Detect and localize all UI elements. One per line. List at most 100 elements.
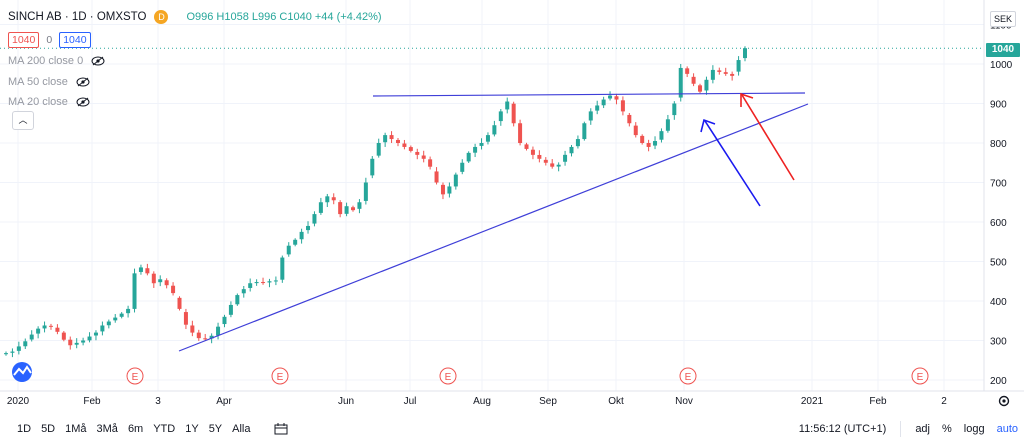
candle-body (209, 335, 214, 339)
last-price-label: 1040 (986, 43, 1020, 57)
range-1y[interactable]: 1Y (185, 422, 199, 435)
red-arrow (741, 94, 795, 181)
price-tick-label: 200 (990, 376, 1007, 387)
indicator-label: MA 20 close (8, 96, 68, 108)
indicator-label: MA 50 close (8, 76, 68, 88)
time-axis-labels: 2020 Feb 3 Apr Jun Jul Aug Sep Okt Nov 2021 Feb 2 (7, 396, 947, 407)
candle-body (569, 146, 574, 154)
symbol-title[interactable]: SINCH AB · 1D · OMXSTO (8, 11, 147, 23)
candle-body (87, 336, 92, 341)
candle-body (132, 273, 137, 309)
candle-body (93, 332, 98, 336)
candle-body (415, 151, 420, 155)
candle-body (383, 135, 388, 143)
candle-body (460, 162, 465, 172)
candle-body (228, 304, 233, 315)
candle-body (286, 245, 291, 255)
candle-body (370, 158, 375, 176)
log-toggle[interactable]: logg (963, 422, 985, 435)
candle-body (23, 341, 28, 347)
earnings-marker-label: E (277, 372, 284, 383)
ask-box[interactable]: 1040 (59, 32, 91, 48)
candle-body (222, 316, 227, 325)
candle-body (646, 143, 651, 147)
settings-gear-icon[interactable] (998, 395, 1010, 407)
candle-body (306, 225, 311, 231)
indicator-label: MA 200 close 0 (8, 55, 84, 67)
indicator-ma50[interactable]: MA 50 close (8, 76, 90, 88)
candle-body (730, 73, 735, 76)
candle-body (524, 144, 529, 149)
candle-series (4, 46, 747, 358)
candle-body (466, 152, 471, 162)
bid-box[interactable]: 1040 (8, 32, 40, 48)
candle-body (81, 340, 86, 343)
support-trendline (178, 103, 809, 352)
earnings-marker (439, 367, 457, 385)
indicator-ma20[interactable]: MA 20 close (8, 96, 90, 108)
candle-body (704, 79, 709, 91)
candle-body (171, 285, 176, 294)
candle-body (608, 95, 613, 99)
range-all[interactable]: Alla (232, 422, 251, 435)
auto-toggle[interactable]: auto (996, 422, 1018, 435)
bottom-right-controls: 11:56:12 (UTC+1) adj % logg auto (793, 415, 1024, 442)
candle-body (16, 346, 21, 351)
earnings-marker-label: E (445, 372, 452, 383)
candle-body (254, 282, 259, 284)
candle-body (588, 111, 593, 121)
bid-ask-row: 1040 0 1040 (8, 32, 91, 48)
indicator-ma200[interactable]: MA 200 close 0 (8, 55, 105, 67)
candle-body (530, 149, 535, 155)
logo-icon[interactable] (12, 362, 32, 382)
range-ytd[interactable]: YTD (153, 422, 176, 435)
range-5y[interactable]: 5Y (208, 422, 223, 435)
candle-body (267, 281, 272, 283)
candle-body (421, 155, 426, 159)
earnings-marker (271, 367, 289, 385)
candle-body (736, 60, 741, 72)
time-tick-label: Aug (473, 396, 491, 407)
time-tick-label: Feb (869, 396, 887, 407)
range-6m[interactable]: 6m (127, 422, 144, 435)
calendar-goto-icon[interactable] (274, 422, 288, 435)
currency-label[interactable]: SEK (990, 11, 1016, 27)
candle-body (331, 197, 336, 201)
range-1d[interactable]: 1D (17, 422, 32, 435)
percent-toggle[interactable]: % (942, 422, 952, 435)
eye-slash-icon[interactable] (76, 97, 90, 107)
blue-arrow-head (700, 118, 716, 133)
candle-body (434, 171, 439, 183)
range-1m[interactable]: 1Må (65, 422, 87, 435)
price-tick-label: 700 (990, 179, 1007, 190)
price-tick-label: 900 (990, 100, 1007, 111)
candle-body (505, 101, 510, 110)
range-5d[interactable]: 5D (41, 422, 56, 435)
candle-body (440, 184, 445, 195)
candle-body (138, 267, 143, 272)
bottom-toolbar: 1D 5D 1Må 3Må 6m YTD 1Y 5Y Alla 11:56:12… (0, 415, 1024, 442)
candle-body (48, 325, 53, 327)
candle-body (743, 48, 747, 59)
eye-slash-icon[interactable] (91, 56, 105, 66)
candle-body (518, 123, 523, 143)
candle-body (498, 111, 503, 122)
eye-slash-icon[interactable] (76, 77, 90, 87)
candle-body (113, 317, 118, 321)
adj-toggle[interactable]: adj (915, 422, 930, 435)
earnings-marker (911, 367, 929, 385)
candle-body (119, 313, 124, 317)
candle-body (595, 105, 600, 111)
range-3m[interactable]: 3Må (96, 422, 118, 435)
collapse-legend-button[interactable]: ︿ (12, 111, 34, 130)
candle-body (55, 327, 60, 332)
candle-body (164, 280, 169, 286)
candle-body (627, 114, 632, 124)
candle-body (36, 328, 41, 334)
clock-time[interactable]: 11:56:12 (UTC+1) (798, 422, 887, 435)
candle-body (685, 68, 690, 74)
candle-body (614, 96, 619, 100)
candle-body (402, 143, 407, 147)
candle-body (196, 332, 201, 339)
